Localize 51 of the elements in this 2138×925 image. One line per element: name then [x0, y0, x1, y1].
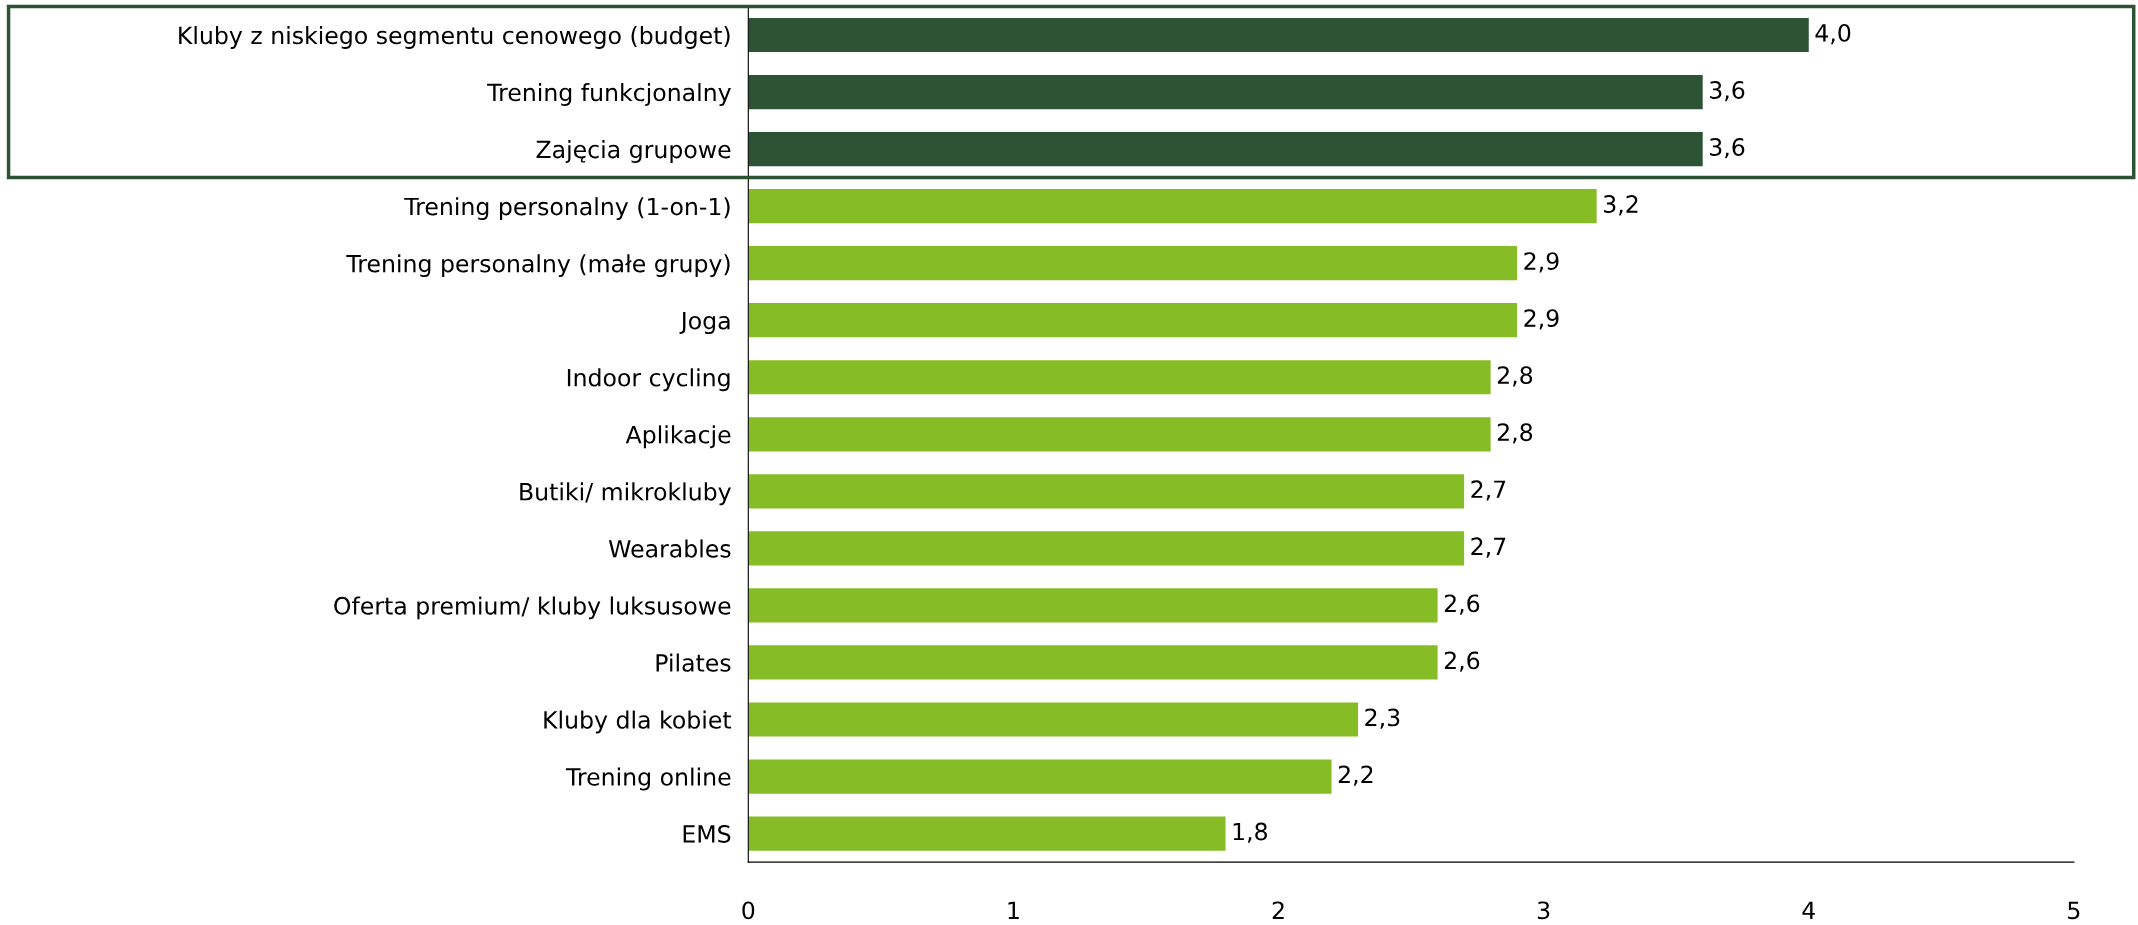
y-tick-label: Trening funkcjonalny	[487, 83, 731, 106]
data-label: 3,6	[1710, 81, 1745, 102]
bar	[748, 588, 1438, 623]
data-label: 3,6	[1710, 138, 1745, 159]
data-label: 2,9	[1524, 309, 1559, 330]
y-tick-label: EMS	[683, 825, 731, 843]
x-tick-label: 3	[1537, 901, 1550, 920]
bar	[748, 702, 1359, 737]
data-label: 2,7	[1471, 537, 1506, 558]
x-tick-label: 1	[1008, 901, 1019, 919]
data-label: 3,2	[1604, 195, 1638, 216]
bar	[748, 17, 1809, 53]
bar	[748, 189, 1597, 224]
data-label: 2,6	[1444, 651, 1480, 672]
y-tick-label: Wearables	[608, 539, 731, 558]
y-tick-label: Trening personalny (1-on-1)	[404, 197, 730, 220]
x-tick-label: 5	[2068, 901, 2080, 920]
x-tick-label: 4	[1802, 901, 1815, 919]
data-label: 2,6	[1444, 594, 1480, 615]
bar	[748, 759, 1332, 794]
bar	[748, 474, 1465, 509]
y-tick-label: Trening personalny (małe grupy)	[346, 254, 730, 278]
bar	[748, 303, 1518, 338]
data-label: 2,8	[1497, 366, 1533, 387]
y-tick-label: Indoor cycling	[567, 368, 730, 392]
y-tick-label: Butiki/ mikrokluby	[520, 482, 731, 506]
bar	[748, 131, 1703, 167]
bar	[748, 645, 1438, 680]
y-tick-label: Aplikacje	[625, 425, 731, 449]
data-label: 2,9	[1524, 252, 1559, 273]
bar	[748, 417, 1491, 452]
y-tick-label: Kluby dla kobiet	[544, 710, 732, 734]
x-tick-label: 2	[1272, 901, 1284, 919]
y-tick-label: Zajęcia grupowe	[536, 140, 731, 163]
y-tick-label: Pilates	[656, 653, 731, 672]
y-tick-label: Oferta premium/ kluby luksusowe	[334, 596, 731, 620]
bar	[748, 246, 1518, 281]
bar	[748, 360, 1491, 395]
x-tick-label: 0	[742, 901, 755, 920]
data-label: 1,8	[1233, 822, 1267, 843]
y-tick-label: Trening online	[565, 767, 731, 791]
data-label: 2,8	[1497, 423, 1533, 444]
bar	[748, 74, 1703, 110]
data-label: 2,7	[1471, 480, 1506, 501]
y-tick-label: Kluby z niskiego segmentu cenowego (budget)	[179, 26, 730, 49]
bar	[748, 816, 1226, 851]
data-label: 2,3	[1365, 708, 1400, 729]
y-tick-label: Joga	[679, 311, 730, 335]
data-label: 2,2	[1338, 765, 1373, 786]
data-label: 4,0	[1815, 23, 1851, 45]
bar	[748, 531, 1465, 566]
